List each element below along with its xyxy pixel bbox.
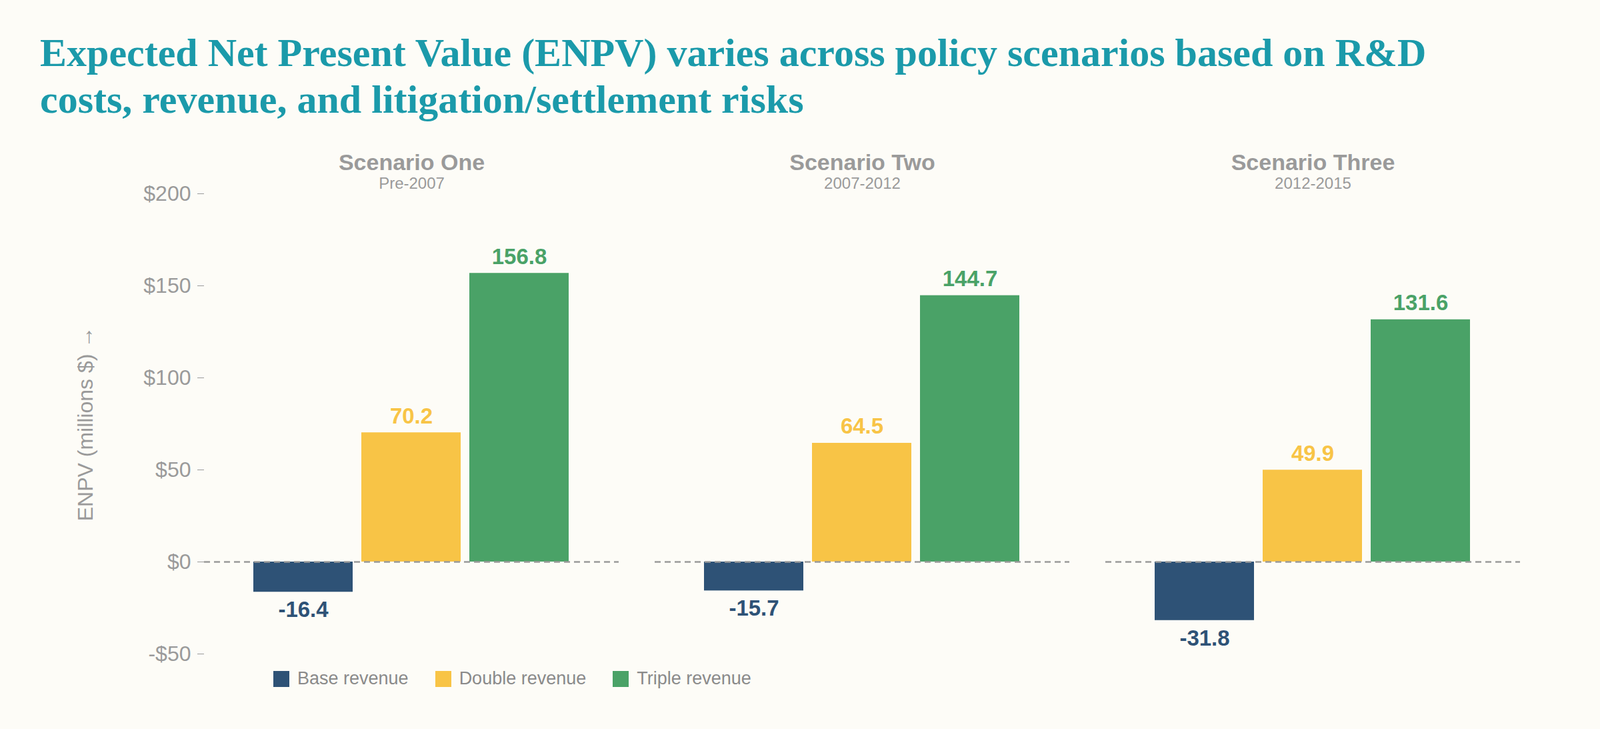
svg-text:-$50: -$50 bbox=[148, 641, 191, 666]
svg-text:Pre-2007: Pre-2007 bbox=[378, 174, 445, 192]
html-text:Double revenue: Double revenue bbox=[459, 668, 587, 688]
svg-text:Scenario Three: Scenario Three bbox=[1231, 149, 1396, 175]
svg-text:$50: $50 bbox=[155, 457, 191, 482]
svg-text:ENPV (millions $) →: ENPV (millions $) → bbox=[73, 326, 98, 522]
svg-text:49.9: 49.9 bbox=[1291, 440, 1334, 466]
svg-text:Scenario Two: Scenario Two bbox=[789, 149, 936, 175]
svg-text:$100: $100 bbox=[143, 365, 191, 390]
svg-text:-16.4: -16.4 bbox=[278, 596, 329, 622]
html-text:Expected Net Present Value (EN: Expected Net Present Value (ENPV) varies… bbox=[40, 30, 1427, 122]
svg-text:64.5: 64.5 bbox=[840, 413, 884, 438]
svg-text:2012-2015: 2012-2015 bbox=[1274, 174, 1352, 192]
svg-text:-31.8: -31.8 bbox=[1179, 625, 1230, 650]
svg-text:$0: $0 bbox=[167, 549, 192, 574]
html-text:Base revenue: Base revenue bbox=[297, 668, 409, 688]
svg-text:-15.7: -15.7 bbox=[728, 595, 779, 620]
svg-text:144.7: 144.7 bbox=[942, 266, 998, 291]
svg-text:2007-2012: 2007-2012 bbox=[824, 174, 901, 192]
html-text:Triple revenue: Triple revenue bbox=[636, 668, 752, 688]
svg-text:156.8: 156.8 bbox=[492, 244, 548, 269]
svg-text:131.6: 131.6 bbox=[1393, 290, 1449, 315]
svg-text:Scenario One: Scenario One bbox=[338, 149, 485, 175]
svg-text:70.2: 70.2 bbox=[390, 403, 433, 428]
svg-text:$150: $150 bbox=[143, 273, 191, 298]
svg-text:$200: $200 bbox=[143, 181, 191, 206]
